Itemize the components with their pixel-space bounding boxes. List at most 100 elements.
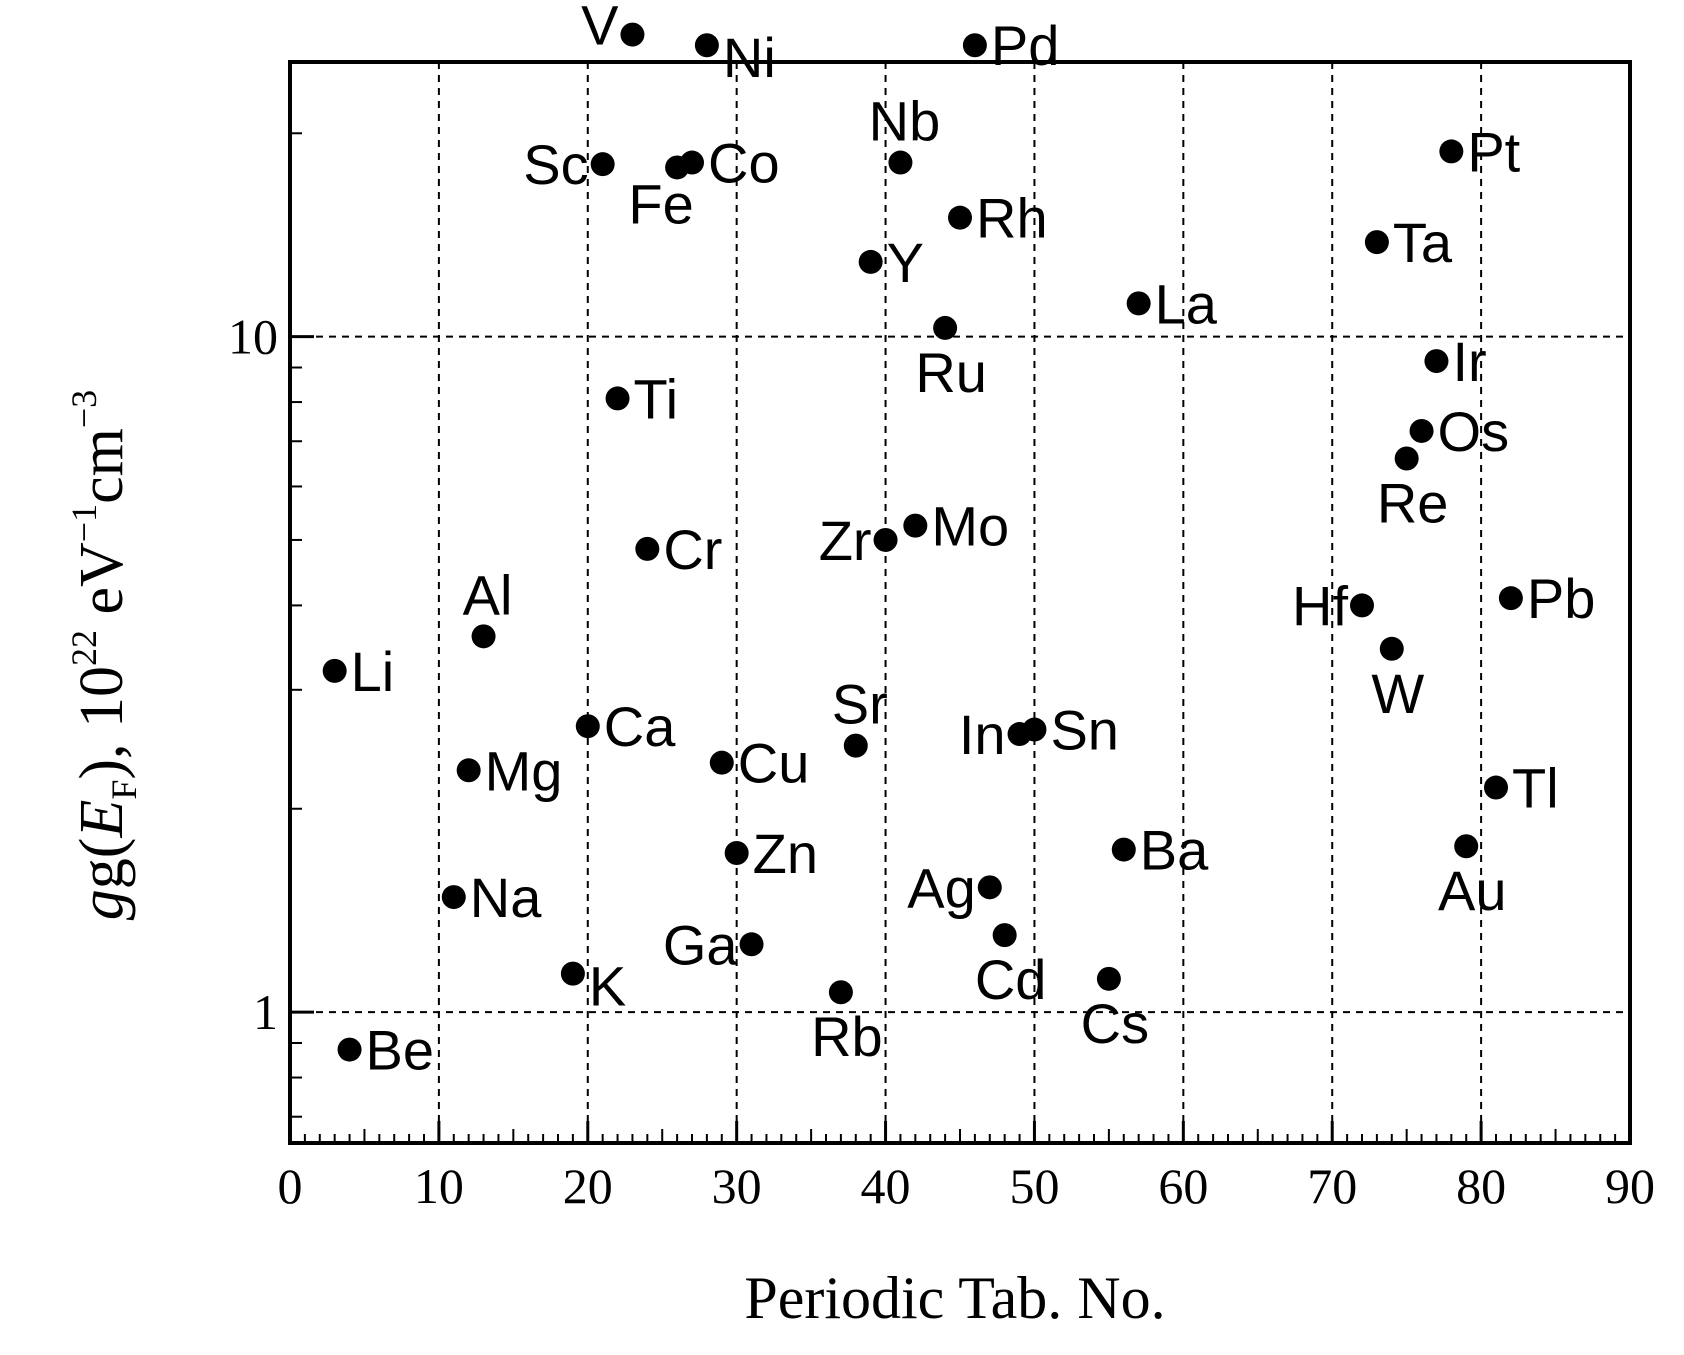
point-label: Sr xyxy=(832,673,888,736)
data-point xyxy=(1424,349,1449,374)
data-point xyxy=(873,527,898,552)
point-label: Ca xyxy=(604,695,676,758)
data-point xyxy=(1439,139,1464,164)
point-label: Ga xyxy=(663,913,739,976)
x-tick-label: 50 xyxy=(1009,1158,1059,1214)
data-point xyxy=(843,733,868,758)
data-point xyxy=(680,150,704,175)
point-label: Cs xyxy=(1081,992,1149,1055)
point-label: La xyxy=(1155,272,1218,335)
point-label: Os xyxy=(1438,400,1510,463)
x-tick-label: 70 xyxy=(1307,1158,1357,1214)
data-points xyxy=(322,22,1523,1062)
point-label: Zn xyxy=(753,822,818,885)
data-point xyxy=(575,714,600,739)
data-point xyxy=(1409,418,1434,443)
x-tick-label: 30 xyxy=(712,1158,762,1214)
data-point xyxy=(739,932,764,957)
data-point xyxy=(992,923,1017,948)
data-point xyxy=(620,22,645,47)
y-title-open: g( xyxy=(68,838,136,890)
point-label: Tl xyxy=(1512,757,1559,820)
y-axis-title: gg(EF), 1022 eV−1cm−3 xyxy=(64,390,144,920)
point-label: Co xyxy=(708,132,780,195)
point-label: Cu xyxy=(738,732,810,795)
point-label: Mg xyxy=(485,739,563,802)
grid xyxy=(290,62,1630,1143)
y-title-var: E xyxy=(68,800,136,839)
point-label: V xyxy=(581,0,619,57)
point-label: Au xyxy=(1438,859,1507,922)
svg-text:gg(EF), 1022 eV−1cm−3: gg(EF), 1022 eV−1cm−3 xyxy=(64,390,144,920)
point-label: Be xyxy=(366,1019,435,1082)
data-point xyxy=(560,961,585,986)
point-label: Pb xyxy=(1527,567,1596,630)
point-label: Y xyxy=(887,231,924,294)
point-label: Ru xyxy=(915,341,987,404)
data-point xyxy=(888,150,913,175)
point-label: Nb xyxy=(869,90,941,153)
point-label: Na xyxy=(470,866,542,929)
data-point xyxy=(605,386,630,411)
data-point xyxy=(471,624,496,649)
point-label: Mo xyxy=(931,495,1009,558)
point-label: Pt xyxy=(1467,120,1520,183)
point-label: Zr xyxy=(819,509,872,572)
data-point xyxy=(1096,966,1121,991)
y-tick-label: 1 xyxy=(253,984,278,1040)
y-title-unit1: eV xyxy=(68,542,136,630)
y-title-g: g xyxy=(68,889,136,920)
x-tick-label: 80 xyxy=(1456,1158,1506,1214)
point-label: Fe xyxy=(628,172,693,235)
data-point xyxy=(724,840,749,865)
x-tick-label: 10 xyxy=(414,1158,464,1214)
data-point xyxy=(903,513,928,538)
point-label: In xyxy=(959,703,1006,766)
data-point xyxy=(1379,636,1404,661)
data-point xyxy=(1498,586,1523,611)
point-label: Ag xyxy=(907,856,976,919)
y-title-sub: F xyxy=(104,780,144,800)
point-label: Cd xyxy=(975,948,1047,1011)
data-point xyxy=(1126,291,1151,316)
data-point xyxy=(948,205,972,230)
point-label: Ta xyxy=(1393,211,1453,274)
x-tick-label: 0 xyxy=(278,1158,303,1214)
data-point xyxy=(933,315,958,340)
data-point xyxy=(1111,837,1136,862)
point-label: Ti xyxy=(634,367,679,430)
y-title-exp2: −1 xyxy=(64,504,104,542)
point-label: Sn xyxy=(1050,699,1119,762)
point-label: Rb xyxy=(811,1005,883,1068)
data-point xyxy=(441,885,466,910)
data-point xyxy=(1364,230,1389,255)
data-point xyxy=(1022,717,1047,742)
x-tick-label: 40 xyxy=(861,1158,911,1214)
point-label: Al xyxy=(463,563,513,626)
data-point xyxy=(337,1037,362,1062)
x-tick-label: 20 xyxy=(563,1158,613,1214)
data-point xyxy=(709,750,734,775)
point-label: Re xyxy=(1377,472,1449,535)
data-point xyxy=(1350,593,1374,618)
data-point xyxy=(694,33,719,58)
y-title-unit2: cm xyxy=(68,428,136,504)
data-point xyxy=(1394,446,1419,471)
point-label: K xyxy=(589,955,626,1018)
data-point xyxy=(322,658,347,683)
data-point xyxy=(858,249,883,274)
ticks: 0 10 20 30 40 50 60 70 80 90 1 10 xyxy=(228,132,1655,1214)
point-label: Ni xyxy=(723,26,776,89)
data-point xyxy=(456,758,481,783)
data-point xyxy=(590,152,615,177)
y-title-exp3: −3 xyxy=(64,390,104,428)
point-label: Sc xyxy=(523,133,588,196)
data-point xyxy=(635,536,660,561)
x-tick-label: 90 xyxy=(1605,1158,1655,1214)
point-label: Hf xyxy=(1292,574,1348,637)
x-axis-title: Periodic Tab. No. xyxy=(744,1265,1165,1331)
y-tick-label: 10 xyxy=(228,309,278,365)
point-label: Ba xyxy=(1140,819,1209,882)
